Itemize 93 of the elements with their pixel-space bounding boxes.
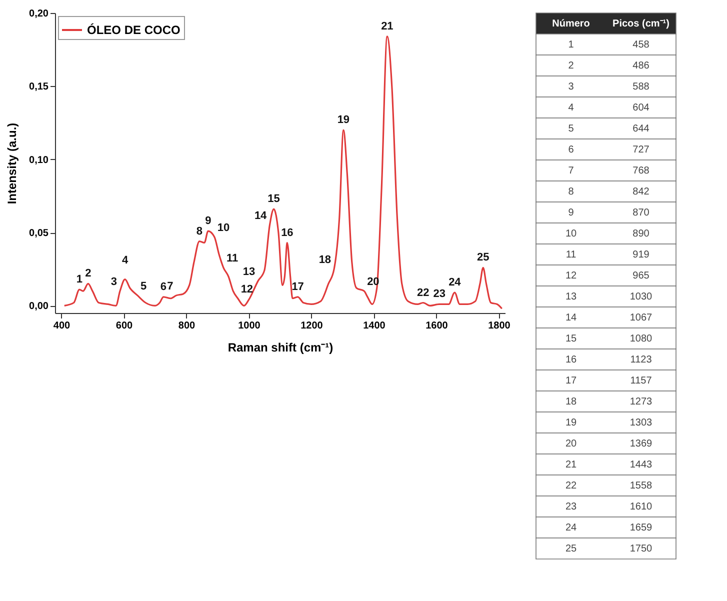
y-tick-label: 19	[565, 418, 577, 428]
annotation: 11	[226, 252, 238, 265]
data-label: 1303	[630, 418, 653, 428]
annotation: 12	[240, 283, 254, 296]
y-tick-label: 20	[565, 438, 577, 450]
x-tick-label: 800	[178, 320, 196, 332]
y-tick-label: 0,15	[29, 82, 49, 93]
y-tick-label: 11	[566, 250, 577, 260]
y-tick-label: 24	[565, 522, 577, 534]
x-tick-label: 1400	[363, 320, 386, 332]
data-label: 870	[632, 208, 650, 218]
data-label: 1067	[630, 312, 653, 324]
y-tick-label: 21	[565, 460, 577, 470]
y-tick-label: 15	[565, 334, 577, 344]
y-tick-label: 13	[565, 292, 577, 302]
x-tick-label: 1800	[488, 320, 511, 332]
annotation: 22	[417, 286, 430, 299]
annotation: 18	[318, 254, 332, 266]
data-label: 486	[632, 60, 650, 72]
y-tick-label: 0,05	[29, 228, 49, 240]
annotation: 10	[217, 222, 230, 234]
y-tick-label: 7	[568, 166, 574, 176]
y-tick-label: 23	[565, 502, 577, 512]
annotation: 14	[254, 210, 268, 222]
y-tick-label: 6	[568, 144, 574, 156]
line-series	[64, 36, 503, 310]
y-tick-label: 0,00	[29, 301, 49, 312]
y-tick-label: 10	[565, 228, 577, 240]
data-label: 1443	[630, 460, 653, 470]
data-label: 588	[632, 82, 650, 92]
data-label: 727	[632, 144, 650, 156]
annotation: 5	[140, 280, 147, 292]
annotation: 23	[433, 288, 446, 300]
y-tick-label: 2	[568, 60, 574, 72]
data-label: 890	[632, 228, 650, 240]
annotation: 24	[448, 276, 462, 289]
data-label: 1610	[630, 502, 653, 512]
annotation: 9	[205, 215, 212, 228]
data-label: 768	[632, 166, 650, 176]
data-label: 842	[632, 186, 650, 198]
data-label: 965	[632, 270, 650, 282]
annotation: 3	[110, 276, 117, 288]
y-tick-label: 1	[568, 40, 574, 50]
x-tick-label: 1000	[238, 320, 261, 332]
y-tick-label: 14	[565, 312, 577, 324]
data-label: 1750	[630, 544, 653, 554]
annotation: 2	[85, 268, 92, 280]
annotation: 4	[122, 254, 129, 266]
annotation: 8	[196, 225, 202, 238]
data-label: 458	[632, 40, 650, 50]
y-tick-label: 9	[568, 208, 574, 218]
x-tick-label: 600	[116, 320, 134, 332]
x-tick-label: 1600	[426, 320, 448, 332]
data-label: 1157	[630, 376, 652, 386]
data-label: 1659	[630, 522, 653, 534]
annotation: 25	[477, 252, 490, 264]
annotation: 15	[268, 193, 280, 206]
data-label: 1273	[630, 396, 653, 408]
y-tick-label: 16	[565, 354, 577, 366]
annotation: 7	[167, 280, 174, 292]
y-tick-label: 8	[568, 186, 574, 198]
data-label: 1558	[630, 480, 653, 492]
data-label: 604	[632, 102, 650, 114]
data-label: 919	[632, 250, 650, 260]
x-tick-label: 400	[53, 320, 71, 332]
y-tick-label: 17	[565, 376, 577, 386]
data-label: 1030	[630, 292, 653, 302]
data-label: 644	[632, 124, 650, 134]
data-label: 1369	[630, 438, 653, 450]
y-tick-label: 25	[565, 544, 577, 554]
annotation: 6	[160, 280, 166, 293]
y-tick-label: 4	[568, 102, 574, 114]
x-tick-label: 1200	[300, 320, 324, 332]
y-axis-title: Número	[552, 18, 590, 30]
y-tick-label: 0,10	[29, 154, 49, 166]
y-axis-title: Intensity (a.u.)	[5, 122, 20, 204]
annotation: 16	[281, 226, 294, 239]
y-tick-label: 5	[568, 124, 574, 134]
y-tick-label: 18	[565, 396, 577, 408]
x-axis-title: Raman shift (cm⁻¹)	[228, 340, 334, 354]
annotation: 21	[381, 20, 394, 32]
annotation: 1	[76, 274, 82, 286]
annotation: 19	[337, 114, 350, 126]
y-tick-label: 0,20	[29, 8, 49, 20]
data-label: 1123	[630, 354, 652, 366]
legend-label: ÓLEO DE COCO	[87, 23, 180, 37]
y-tick-label: 12	[565, 270, 577, 282]
data-label: 1080	[630, 334, 653, 344]
y-tick-label: 22	[565, 480, 577, 492]
annotation: 17	[292, 280, 304, 293]
annotation: 13	[242, 266, 256, 278]
y-tick-label: 3	[568, 82, 574, 92]
x-tick-label: Picos (cm⁻¹)	[612, 18, 670, 30]
